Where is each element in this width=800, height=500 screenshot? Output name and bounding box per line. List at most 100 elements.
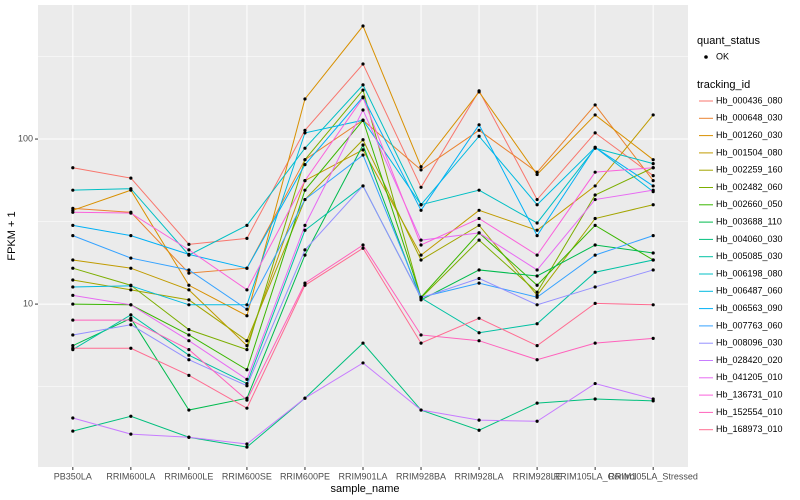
data-point (71, 258, 75, 262)
data-point (477, 123, 481, 127)
y-tick-label: 10 (23, 298, 33, 308)
data-point (535, 274, 539, 278)
data-point (535, 295, 539, 299)
data-point (303, 158, 307, 162)
legend-label: Hb_001260_030 (716, 130, 783, 140)
data-point (593, 184, 597, 188)
data-point (71, 266, 75, 270)
data-point (477, 339, 481, 343)
data-point (187, 271, 191, 275)
legend-label: Hb_006563_090 (716, 303, 783, 313)
data-point (187, 358, 191, 362)
x-tick-label: RRIM901LA (338, 471, 387, 481)
data-point (651, 188, 655, 192)
x-tick-label: RRIM600SE (222, 471, 272, 481)
data-point (245, 314, 249, 318)
data-point (593, 381, 597, 386)
data-point (245, 266, 249, 270)
data-point (187, 333, 191, 337)
data-point (129, 256, 133, 260)
data-point (71, 318, 75, 322)
data-point (361, 138, 365, 142)
legend-label: Hb_002660_050 (716, 199, 783, 209)
x-tick-label: RRIM928LE (513, 471, 562, 481)
data-point (361, 118, 365, 122)
data-point (651, 166, 655, 170)
data-point (477, 90, 481, 94)
data-point (361, 108, 365, 112)
data-point (535, 268, 539, 272)
data-point (477, 331, 481, 335)
legend-label: Hb_000436_080 (716, 95, 783, 105)
legend-label: Hb_152554_010 (716, 407, 783, 417)
data-point (187, 408, 191, 412)
data-point (651, 251, 655, 255)
data-point (593, 131, 597, 135)
y-axis-title: FPKM + 1 (6, 211, 18, 260)
legend-label: Hb_002482_060 (716, 182, 783, 192)
data-point (651, 179, 655, 183)
data-point (303, 131, 307, 135)
data-point (419, 341, 423, 345)
data-point (303, 163, 307, 167)
data-point (477, 238, 481, 242)
data-point (187, 353, 191, 357)
data-point (303, 223, 307, 227)
data-point (187, 435, 191, 439)
data-point (361, 341, 365, 345)
data-point (361, 143, 365, 147)
data-point (593, 216, 597, 221)
data-point (593, 145, 597, 150)
data-point (651, 336, 655, 340)
data-point (245, 377, 249, 381)
data-point (361, 83, 365, 87)
data-point (477, 276, 481, 281)
data-point (71, 302, 75, 306)
data-point (361, 361, 365, 365)
data-point (129, 313, 133, 317)
data-point (535, 290, 539, 294)
data-point (419, 203, 423, 207)
data-point (129, 176, 133, 180)
x-tick-label: RRIM105LA_Control (554, 471, 637, 481)
data-point (535, 233, 539, 238)
data-point (477, 316, 481, 320)
data-point (535, 419, 539, 423)
legend-label: Hb_168973_010 (716, 424, 783, 434)
data-point (535, 170, 539, 174)
data-point (71, 293, 75, 297)
x-axis-title: sample_name (330, 483, 399, 495)
data-point (593, 341, 597, 345)
data-point (535, 228, 539, 232)
data-point (651, 268, 655, 272)
data-point (593, 113, 597, 117)
legend-label: Hb_003688_110 (716, 216, 782, 226)
data-point (593, 270, 597, 274)
data-point (187, 248, 191, 252)
data-point (303, 128, 307, 132)
data-point (535, 401, 539, 405)
legend-label: Hb_028420_020 (716, 355, 783, 365)
data-point (129, 346, 133, 350)
data-point (419, 165, 423, 169)
data-point (477, 208, 481, 212)
data-point (245, 445, 249, 449)
data-point (593, 285, 597, 289)
data-point (593, 103, 597, 107)
data-point (71, 278, 75, 282)
data-point (71, 210, 75, 214)
data-point (651, 303, 655, 307)
data-point (361, 246, 365, 250)
data-point (129, 414, 133, 418)
data-point (593, 397, 597, 401)
data-point (651, 258, 655, 262)
legend-label: Hb_000648_030 (716, 113, 783, 123)
data-point (303, 228, 307, 232)
x-tick-label: RRIM105LA_Stressed (608, 471, 698, 481)
data-point (651, 184, 655, 188)
data-point (651, 233, 655, 238)
data-point (477, 223, 481, 227)
data-point (419, 208, 423, 212)
legend-label: OK (716, 51, 729, 61)
data-point (535, 203, 539, 207)
